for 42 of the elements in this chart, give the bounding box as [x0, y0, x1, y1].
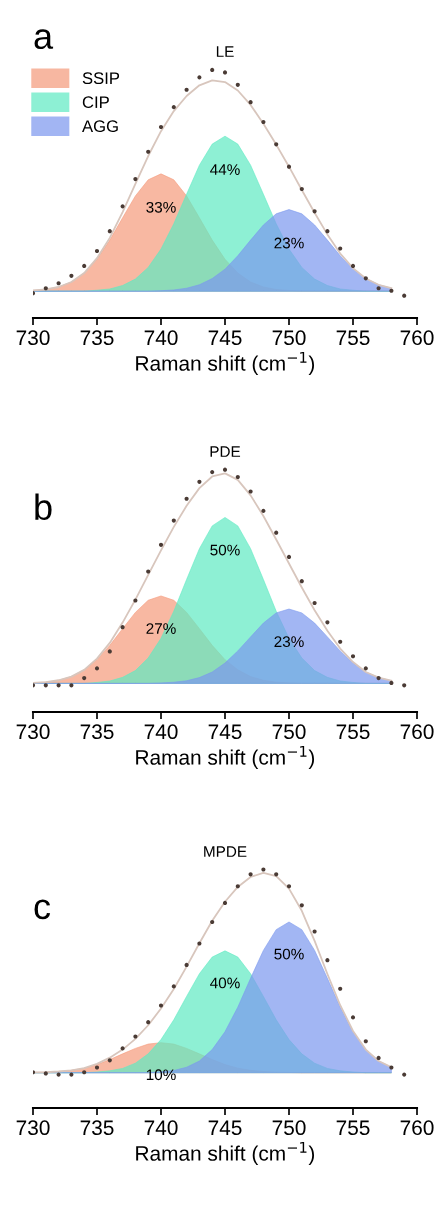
x-tick-label: 740 [144, 724, 178, 740]
x-tick-label: 735 [80, 330, 114, 346]
x-tick-label: 745 [208, 1120, 242, 1136]
chart-title: PDE [210, 446, 241, 457]
legend-label: AGG [82, 120, 118, 133]
x-tick-label: 730 [16, 330, 50, 346]
annotation: 27% [146, 623, 176, 634]
x-tick-label: 750 [272, 330, 306, 346]
annotation: b [35, 493, 52, 521]
x-tick-label: 735 [80, 1120, 114, 1136]
annotation: 44% [210, 164, 240, 175]
annotation: 50% [210, 544, 240, 556]
annotation: 10% [146, 1069, 176, 1081]
x-tick-label: 760 [400, 330, 434, 346]
x-tick-label: 760 [400, 724, 434, 740]
annotation: 23% [274, 636, 304, 648]
annotation: 50% [274, 948, 304, 960]
annotation: 23% [274, 237, 304, 249]
x-tick-label: 730 [16, 724, 50, 740]
legend-label: SSIP [82, 72, 120, 85]
annotation: 40% [210, 977, 240, 989]
x-axis-title: Raman shift (cm$^{−1}$) [136, 352, 315, 375]
x-tick-label: 750 [272, 724, 306, 740]
x-tick-label: 755 [336, 1120, 370, 1136]
text: a [34, 29, 54, 50]
x-axis-title: Raman shift (cm$^{−1}$) [136, 746, 315, 769]
x-tick-label: 730 [16, 1120, 50, 1136]
x-tick-label: 750 [272, 1120, 306, 1136]
x-axis-title: Raman shift (cm$^{−1}$) [136, 1142, 315, 1165]
x-tick-label: 755 [336, 724, 370, 740]
annotation: 33% [146, 201, 176, 213]
x-tick-label: 755 [336, 330, 370, 346]
x-tick-label: 740 [144, 1120, 178, 1136]
x-tick-label: 745 [208, 330, 242, 346]
x-tick-label: 745 [208, 724, 242, 740]
x-tick-label: 735 [80, 724, 114, 740]
legend-label: CIP [82, 96, 109, 109]
chart-title: MPDE [204, 846, 247, 857]
chart-title: LE [216, 46, 234, 57]
annotation: c [34, 899, 51, 920]
x-tick-label: 740 [144, 330, 178, 346]
x-tick-label: 760 [400, 1120, 434, 1136]
